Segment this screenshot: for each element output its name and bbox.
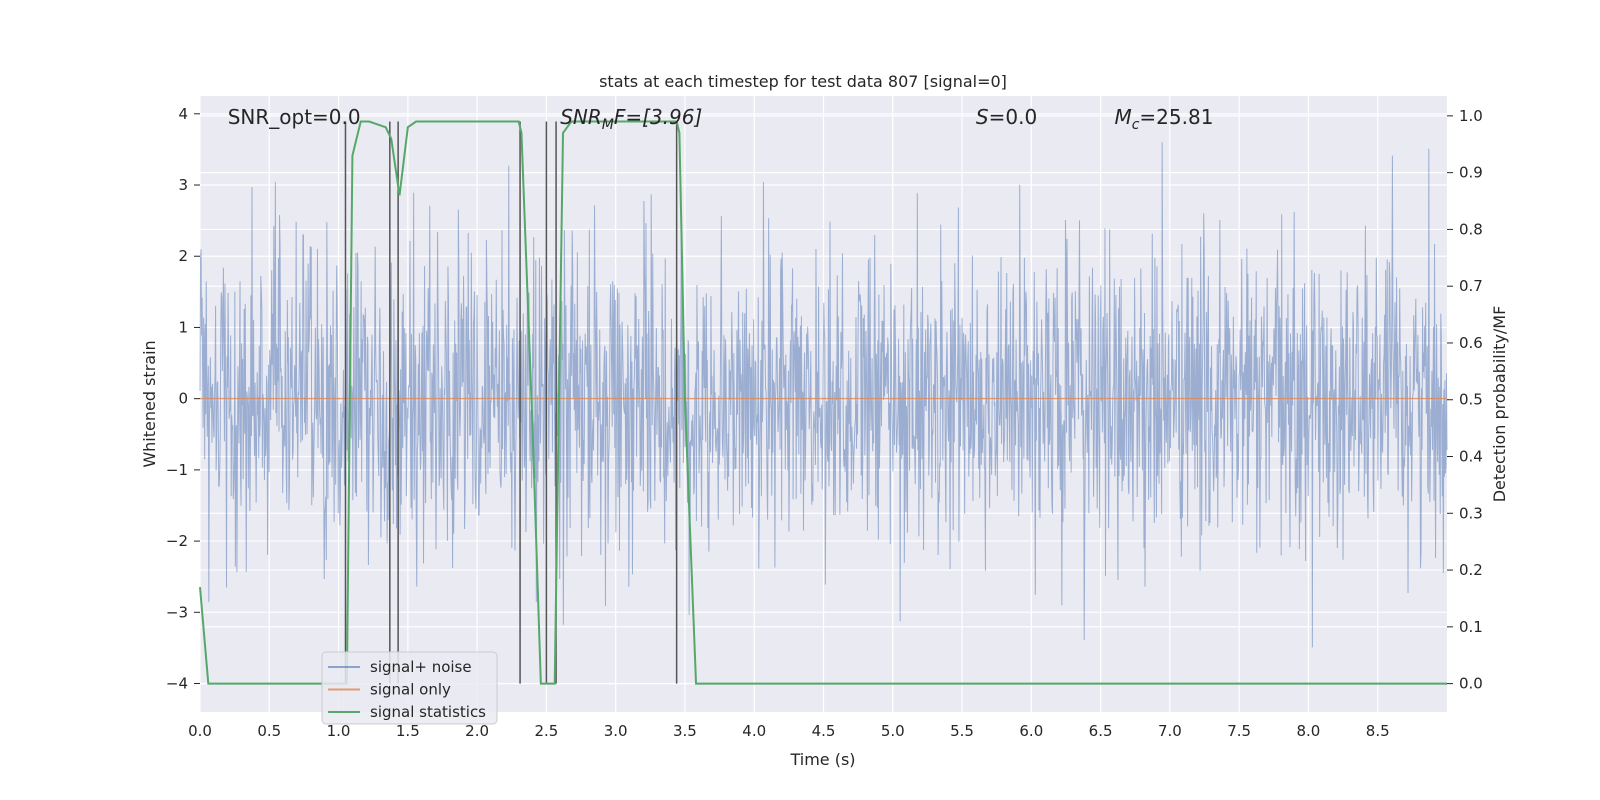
y-right-tick-label-0: 1.0 bbox=[1459, 107, 1483, 125]
legend-label-1: signal only bbox=[370, 681, 451, 699]
x-tick-label-5: 2.5 bbox=[534, 722, 558, 740]
y-axis-left-label: Whitened strain bbox=[140, 340, 159, 467]
legend-box bbox=[321, 651, 498, 725]
x-tick-label-4: 2.0 bbox=[465, 722, 489, 740]
x-tick-label-0: 0.0 bbox=[188, 722, 212, 740]
y-left-tick-label-7: −3 bbox=[166, 603, 188, 621]
y-right-tick-label-3: 0.7 bbox=[1459, 277, 1483, 295]
x-tick-label-7: 3.5 bbox=[673, 722, 697, 740]
annotations: SNR_opt=0.0 SNRMF=[3.96] S=0.0 Mc=25.81 bbox=[228, 105, 1214, 133]
x-tick-label-1: 0.5 bbox=[257, 722, 281, 740]
y-left-tick-label-6: −2 bbox=[166, 532, 188, 550]
y-right-tick-label-8: 0.2 bbox=[1459, 561, 1483, 579]
y-axis-left-ticks: 4 3 2 1 0 −1 −2 −3 −4 bbox=[166, 105, 200, 693]
y-axis-right-label: Detection probability/MF bbox=[1490, 306, 1509, 503]
y-left-tick-label-5: −1 bbox=[166, 461, 188, 479]
y-right-tick-label-10: 0.0 bbox=[1459, 675, 1483, 693]
x-tick-label-16: 8.0 bbox=[1297, 722, 1321, 740]
y-left-tick-label-3: 1 bbox=[178, 318, 188, 336]
line-signal-noise bbox=[199, 142, 1448, 648]
annotation-3: Mc=25.81 bbox=[1114, 105, 1213, 133]
x-tick-label-2: 1.0 bbox=[327, 722, 351, 740]
y-right-tick-label-4: 0.6 bbox=[1459, 334, 1483, 352]
x-tick-label-8: 4.0 bbox=[742, 722, 766, 740]
x-tick-label-12: 6.0 bbox=[1019, 722, 1043, 740]
y-right-tick-label-1: 0.9 bbox=[1459, 164, 1483, 182]
x-axis-label: Time (s) bbox=[789, 750, 855, 769]
x-axis-ticks: 0.0 0.5 1.0 1.5 2.0 2.5 3.0 3.5 4.0 4.5 5.0 5.5 6.0 6… bbox=[188, 722, 1390, 740]
annotation-0: SNR_opt=0.0 bbox=[228, 105, 361, 129]
annotation-1: SNRMF=[3.96] bbox=[560, 105, 702, 133]
y-left-tick-label-8: −4 bbox=[166, 675, 188, 693]
y-right-tick-label-2: 0.8 bbox=[1459, 220, 1483, 238]
y-right-tick-label-7: 0.3 bbox=[1459, 504, 1483, 522]
y-right-tick-label-9: 0.1 bbox=[1459, 618, 1483, 636]
x-tick-label-10: 5.0 bbox=[881, 722, 905, 740]
y-right-tick-label-6: 0.4 bbox=[1459, 448, 1483, 466]
legend-label-0: signal+ noise bbox=[370, 658, 472, 676]
x-tick-label-14: 7.0 bbox=[1158, 722, 1182, 740]
legend: signal+ noise signal only signal statistic… bbox=[321, 651, 498, 725]
legend-label-2: signal statistics bbox=[370, 703, 486, 721]
chart-title: stats at each timestep for test data 807… bbox=[599, 72, 1007, 91]
x-tick-label-13: 6.5 bbox=[1089, 722, 1113, 740]
x-tick-label-3: 1.5 bbox=[396, 722, 420, 740]
y-axis-right-ticks: 1.0 0.9 0.8 0.7 0.6 0.5 0.4 0.3 0.2 0.1 0.0 bbox=[1447, 107, 1483, 693]
x-tick-label-15: 7.5 bbox=[1227, 722, 1251, 740]
x-tick-label-9: 4.5 bbox=[812, 722, 836, 740]
y-left-tick-label-4: 0 bbox=[178, 390, 188, 408]
y-left-tick-label-2: 2 bbox=[178, 247, 188, 265]
vertical-markers bbox=[344, 121, 678, 684]
annotation-2: S=0.0 bbox=[976, 105, 1037, 129]
y-left-tick-label-0: 4 bbox=[178, 105, 188, 123]
x-tick-label-6: 3.0 bbox=[604, 722, 628, 740]
y-left-tick-label-1: 3 bbox=[178, 176, 188, 194]
y-right-tick-label-5: 0.5 bbox=[1459, 391, 1483, 409]
x-tick-label-11: 5.5 bbox=[950, 722, 974, 740]
series-signal-noise bbox=[199, 142, 1448, 648]
x-tick-label-17: 8.5 bbox=[1366, 722, 1390, 740]
